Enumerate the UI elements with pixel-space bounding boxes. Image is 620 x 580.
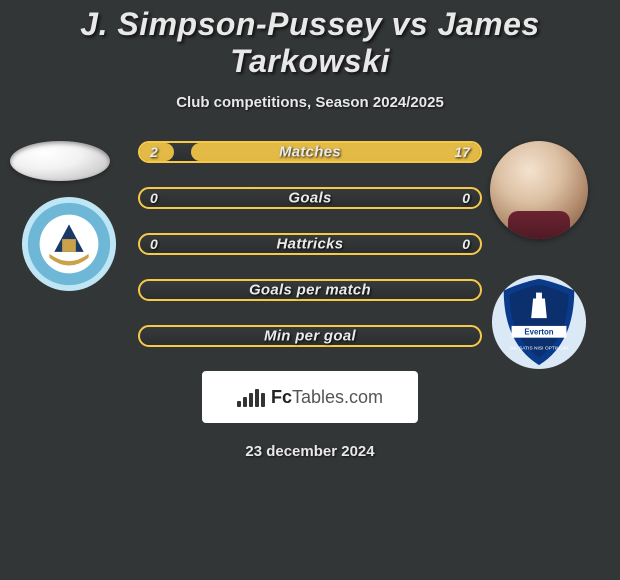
everton-badge-icon: Everton NIL SATIS NISI OPTIMUM	[490, 273, 588, 371]
stat-label: Matches	[140, 144, 480, 161]
stat-value-left: 0	[150, 236, 158, 252]
stat-value-right: 17	[454, 144, 470, 160]
stat-label: Goals per match	[140, 282, 480, 299]
stat-value-left: 0	[150, 190, 158, 206]
brand-suffix: .com	[344, 387, 383, 407]
brand-bar	[249, 393, 253, 407]
stat-row: Hattricks0 0	[138, 233, 482, 255]
player-left-club-badge	[20, 195, 118, 293]
manchester-city-badge-icon	[20, 195, 118, 293]
brand-name-b: Tables	[292, 387, 344, 407]
brand-bars-icon	[237, 387, 265, 407]
player-right-avatar	[490, 141, 588, 239]
brand-bar	[261, 393, 265, 407]
stats-column: Matches217Goals00Hattricks00Goals per ma…	[138, 141, 482, 347]
brand-box: FcTables.com	[202, 371, 418, 423]
stat-row: Goals0 0	[138, 187, 482, 209]
date-text: 23 december 2024	[0, 443, 620, 460]
brand-bar	[237, 401, 241, 407]
stat-value-left: 2	[150, 144, 158, 160]
brand-text: FcTables.com	[271, 387, 383, 408]
player-right-club-badge: Everton NIL SATIS NISI OPTIMUM	[490, 273, 588, 371]
player-left-avatar	[10, 141, 110, 181]
stat-label: Goals	[140, 190, 480, 207]
brand-name-a: Fc	[271, 387, 292, 407]
stat-row: Min per goal	[138, 325, 482, 347]
brand-bar	[255, 389, 259, 407]
svg-text:Everton: Everton	[524, 328, 553, 337]
comparison-card: J. Simpson-Pussey vs James Tarkowski Clu…	[0, 0, 620, 460]
stat-label: Min per goal	[140, 328, 480, 345]
stat-label: Hattricks	[140, 236, 480, 253]
content-area: Everton NIL SATIS NISI OPTIMUM Matches2 1…	[0, 141, 620, 460]
stat-row: Goals per match	[138, 279, 482, 301]
brand-bar	[243, 397, 247, 407]
page-title: J. Simpson-Pussey vs James Tarkowski	[0, 6, 620, 80]
stat-value-right: 0	[462, 236, 470, 252]
subtitle: Club competitions, Season 2024/2025	[0, 94, 620, 111]
stat-value-right: 0	[462, 190, 470, 206]
svg-text:NIL SATIS NISI OPTIMUM: NIL SATIS NISI OPTIMUM	[510, 345, 568, 351]
stat-row: Matches2 17	[138, 141, 482, 163]
